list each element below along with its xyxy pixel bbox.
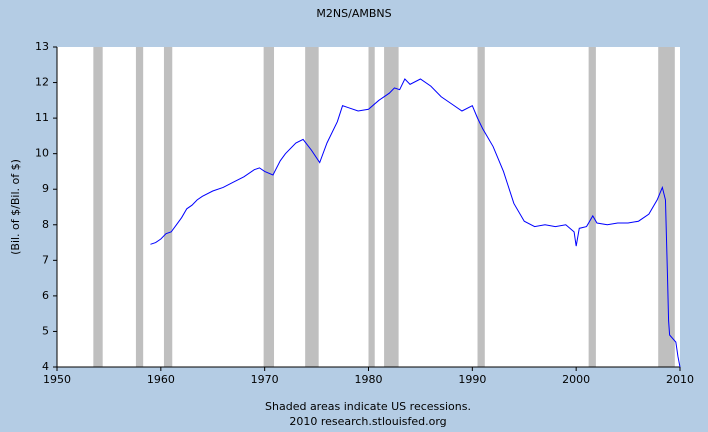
y-tick-label: 8 bbox=[42, 218, 49, 231]
x-tick-label: 1990 bbox=[458, 373, 486, 386]
recession-band bbox=[384, 47, 399, 367]
y-tick-label: 13 bbox=[35, 40, 49, 53]
x-tick-label: 1970 bbox=[251, 373, 279, 386]
x-tick-label: 1960 bbox=[147, 373, 175, 386]
recession-band bbox=[163, 47, 173, 367]
chart-title: M2NS/AMBNS bbox=[316, 7, 391, 20]
recession-band bbox=[658, 47, 675, 367]
y-tick-label: 4 bbox=[42, 360, 49, 373]
y-tick-label: 6 bbox=[42, 289, 49, 302]
recession-band bbox=[368, 47, 375, 367]
y-axis-label: (Bil. of $/Bil. of $) bbox=[9, 159, 22, 255]
recession-band bbox=[263, 47, 275, 367]
x-tick-label: 2010 bbox=[666, 373, 694, 386]
y-tick-label: 9 bbox=[42, 182, 49, 195]
y-tick-label: 10 bbox=[35, 147, 49, 160]
recession-band bbox=[477, 47, 485, 367]
y-tick-label: 7 bbox=[42, 253, 49, 266]
x-tick-label: 1980 bbox=[355, 373, 383, 386]
data-line bbox=[150, 78, 681, 368]
recession-band bbox=[305, 47, 319, 367]
y-tick-label: 12 bbox=[35, 76, 49, 89]
y-tick-label: 5 bbox=[42, 324, 49, 337]
footer: Shaded areas indicate US recessions. bbox=[265, 400, 471, 413]
recession-band bbox=[588, 47, 596, 367]
footer: 2010 research.stlouisfed.org bbox=[289, 415, 446, 428]
x-tick-label: 1950 bbox=[43, 373, 71, 386]
y-tick-label: 11 bbox=[35, 111, 49, 124]
recession-band bbox=[93, 47, 103, 367]
recession-band bbox=[135, 47, 144, 367]
x-tick-label: 2000 bbox=[562, 373, 590, 386]
